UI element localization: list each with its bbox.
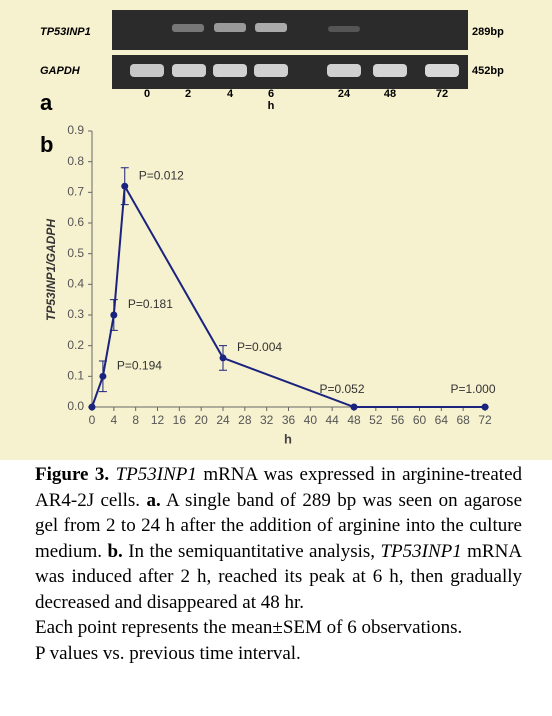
caption-text: TP53INP1 [115, 464, 197, 485]
caption-text: In the semiquantitative analysis, [128, 540, 376, 562]
point-label: P=0.012 [139, 168, 184, 182]
caption-text: Figure 3. [35, 464, 110, 485]
band [172, 64, 206, 77]
y-tick-label: 0.4 [67, 277, 84, 291]
point [110, 311, 118, 319]
point [121, 182, 129, 190]
y-tick-label: 0.2 [67, 338, 84, 352]
lane-unit: h [268, 100, 275, 112]
band [130, 64, 164, 77]
y-tick-label: 0.6 [67, 215, 84, 229]
caption-text: mRNA was induced after 2 h, reached its … [35, 540, 523, 613]
x-tick-label: 72 [478, 413, 492, 427]
lane-label: 2 [185, 88, 191, 100]
point-label: P=0.194 [117, 359, 162, 373]
y-tick-label: 0.9 [67, 123, 84, 137]
y-tick-label: 0.1 [67, 369, 84, 383]
x-tick-label: 32 [260, 413, 274, 427]
x-tick-label: 52 [369, 413, 383, 427]
caption-text: mRNA was expressed in arginine-treated A… [35, 464, 523, 511]
lane-label: 24 [338, 88, 351, 100]
x-tick-label: 12 [151, 413, 165, 427]
point [99, 372, 107, 380]
lane-label: 0 [144, 88, 150, 100]
lane-label: 4 [227, 88, 234, 100]
point-label: P=0.181 [128, 297, 173, 311]
band [255, 23, 287, 32]
point [88, 403, 96, 411]
band [254, 64, 288, 77]
x-tick-label: 8 [132, 413, 139, 427]
caption-note: P values vs. previous time interval. [35, 642, 301, 664]
size-label: 452bp [472, 65, 504, 77]
y-tick-label: 0.5 [67, 246, 84, 260]
band [327, 64, 361, 77]
x-tick-label: 36 [282, 413, 296, 427]
caption-text: b. [107, 540, 123, 562]
panel-label: b [40, 132, 53, 157]
band [328, 26, 360, 32]
caption-note: Each point represents the mean±SEM of 6 … [35, 617, 463, 638]
x-tick-label: 56 [391, 413, 405, 427]
point [219, 354, 227, 362]
point-label: P=0.052 [319, 382, 364, 396]
point [481, 403, 489, 411]
y-tick-label: 0.3 [67, 307, 84, 321]
x-tick-label: 40 [304, 413, 318, 427]
y-tick-label: 0.0 [67, 399, 84, 413]
x-tick-label: 60 [413, 413, 427, 427]
lane-label: 6 [268, 88, 274, 100]
y-tick-label: 0.7 [67, 185, 84, 199]
caption: Figure 3. TP53INP1 mRNA was expressed in… [35, 462, 522, 666]
x-tick-label: 16 [173, 413, 187, 427]
band [213, 64, 247, 77]
caption-text: a. [146, 489, 161, 511]
band [214, 23, 246, 32]
x-tick-label: 0 [89, 413, 96, 427]
point [350, 403, 358, 411]
x-tick-label: 48 [347, 413, 361, 427]
row-label: TP53INP1 [40, 26, 91, 38]
x-tick-label: 44 [325, 413, 339, 427]
gel-row [112, 10, 468, 50]
caption-text: A single band of 289 bp was seen on agar… [35, 489, 523, 562]
x-tick-label: 64 [435, 413, 449, 427]
x-tick-label: 28 [238, 413, 252, 427]
band [425, 64, 459, 77]
point-label: P=1.000 [450, 382, 495, 396]
point-label: P=0.004 [237, 340, 282, 354]
gel-row [112, 55, 468, 89]
lane-label: 72 [436, 88, 448, 100]
y-axis-label: TP53INP1/GADPH [44, 219, 58, 321]
lane-label: 48 [384, 88, 396, 100]
caption-text: TP53INP1 [380, 540, 462, 562]
row-label: GAPDH [40, 65, 81, 77]
x-tick-label: 20 [194, 413, 208, 427]
x-tick-label: 4 [110, 413, 117, 427]
gel-bands [130, 23, 459, 77]
size-label: 289bp [472, 26, 504, 38]
figure: TP53INP1 GAPDH 289bp 452bp h a b h TP53I… [0, 0, 552, 460]
panel-label: a [40, 90, 53, 115]
band [172, 24, 204, 32]
y-tick-label: 0.8 [67, 154, 84, 168]
x-axis-label: h [284, 431, 292, 446]
x-tick-label: 24 [216, 413, 230, 427]
caption-body: Figure 3. TP53INP1 mRNA was expressed in… [35, 462, 522, 615]
x-tick-label: 68 [456, 413, 470, 427]
band [373, 64, 407, 77]
